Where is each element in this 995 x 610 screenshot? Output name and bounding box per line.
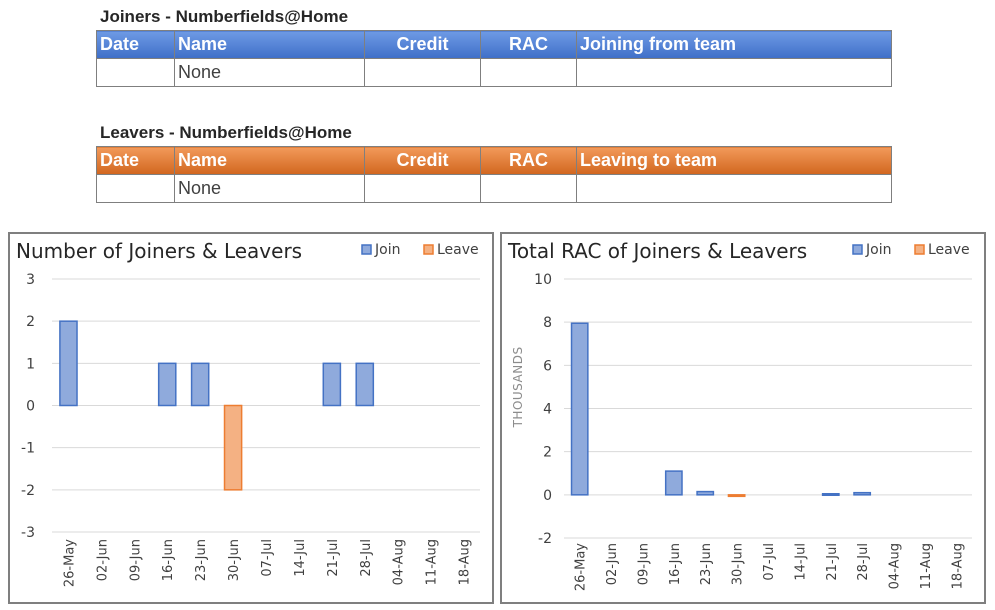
x-tick-label: 07-Jul bbox=[762, 543, 777, 581]
x-tick-label: 18-Aug bbox=[458, 539, 473, 585]
x-tick-label: 09-Jun bbox=[636, 543, 651, 585]
bar-join bbox=[190, 362, 210, 407]
x-tick-label: 21-Jul bbox=[825, 543, 840, 581]
x-tick-label: 23-Jun bbox=[699, 543, 714, 585]
bar-join bbox=[355, 362, 375, 407]
x-tick-label: 26-May bbox=[574, 543, 589, 591]
x-tick-label: 26-May bbox=[62, 539, 77, 587]
leavers-header-date: Date bbox=[96, 146, 175, 175]
x-tick-label: 18-Aug bbox=[950, 543, 965, 589]
x-tick-label: 16-Jun bbox=[668, 543, 683, 585]
chart-rac-title: Total RAC of Joiners & Leavers bbox=[507, 239, 807, 263]
x-tick-label: 09-Jun bbox=[128, 539, 143, 581]
leavers-title: Leavers - Numberfields@Home bbox=[100, 123, 352, 142]
y-tick-label: 0 bbox=[543, 488, 552, 504]
bar-join bbox=[853, 491, 872, 496]
leavers-header-team: Leaving to team bbox=[576, 146, 892, 175]
joiners-header-date: Date bbox=[96, 30, 175, 59]
bar-leave bbox=[727, 494, 746, 498]
joiners-header-name: Name bbox=[174, 30, 365, 59]
x-tick-label: 30-Jun bbox=[227, 539, 242, 581]
table-row: None bbox=[96, 174, 892, 203]
bar-join bbox=[570, 322, 589, 496]
y-tick-label: 8 bbox=[543, 315, 552, 331]
x-tick-label: 28-Jul bbox=[359, 539, 374, 577]
leavers-cell-team bbox=[576, 174, 892, 203]
leavers-header-rac: RAC bbox=[480, 146, 577, 175]
bar-join bbox=[821, 493, 840, 497]
chart-count-svg: Number of Joiners & Leavers Join Leave 3 2 1 0… bbox=[16, 239, 480, 587]
legend-swatch-join bbox=[361, 244, 372, 255]
leavers-header-row: Date Name Credit RAC Leaving to team bbox=[96, 146, 892, 175]
y-tick-label: 1 bbox=[26, 356, 35, 372]
joiners-table: Date Name Credit RAC Joining from team N… bbox=[96, 30, 892, 87]
y-tick-label: 2 bbox=[26, 314, 35, 330]
x-tick-label: 23-Jun bbox=[194, 539, 209, 581]
x-tick-label: 14-Jul bbox=[793, 543, 808, 581]
leavers-cell-credit bbox=[364, 174, 481, 203]
chart-joiners-leavers-rac: Total RAC of Joiners & Leavers Join Leave 1… bbox=[500, 232, 986, 604]
y-tick-label: 3 bbox=[26, 272, 35, 288]
y-tick-label: 2 bbox=[543, 445, 552, 461]
x-tick-label: 11-Aug bbox=[919, 543, 934, 589]
leavers-table: Date Name Credit RAC Leaving to team Non… bbox=[96, 146, 892, 203]
x-tick-label: 30-Jun bbox=[731, 543, 746, 585]
joiners-cell-team bbox=[576, 58, 892, 87]
leavers-header-name: Name bbox=[174, 146, 365, 175]
table-row: None bbox=[96, 58, 892, 87]
x-tick-label: 16-Jun bbox=[161, 539, 176, 581]
x-tick-label: 21-Jul bbox=[326, 539, 341, 577]
legend-label-leave: Leave bbox=[928, 242, 970, 258]
x-tick-label: 02-Jun bbox=[95, 539, 110, 581]
y-tick-label: -1 bbox=[21, 441, 35, 457]
bar-join bbox=[322, 362, 342, 407]
joiners-cell-name: None bbox=[174, 58, 365, 87]
legend-label-leave: Leave bbox=[437, 242, 479, 258]
bar-join bbox=[157, 362, 177, 407]
legend-label-join: Join bbox=[374, 242, 400, 258]
y-tick-label: 4 bbox=[543, 402, 552, 418]
y-tick-label: 6 bbox=[543, 358, 552, 374]
x-tick-label: 04-Aug bbox=[888, 543, 903, 589]
joiners-header-team: Joining from team bbox=[576, 30, 892, 59]
x-tick-label: 07-Jul bbox=[260, 539, 275, 577]
x-tick-label: 11-Aug bbox=[425, 539, 440, 585]
y-tick-label: 0 bbox=[26, 399, 35, 415]
legend-swatch-leave bbox=[423, 244, 434, 255]
x-tick-label: 14-Jul bbox=[293, 539, 308, 577]
joiners-header-rac: RAC bbox=[480, 30, 577, 59]
bar-leave bbox=[223, 404, 243, 491]
x-tick-label: 02-Jun bbox=[605, 543, 620, 585]
chart-joiners-leavers-count: Number of Joiners & Leavers Join Leave 3 2 1 0… bbox=[8, 232, 494, 604]
leavers-header-credit: Credit bbox=[364, 146, 481, 175]
x-tick-label: 04-Aug bbox=[392, 539, 407, 585]
y-tick-label: -3 bbox=[21, 525, 35, 541]
joiners-cell-credit bbox=[364, 58, 481, 87]
joiners-header-credit: Credit bbox=[364, 30, 481, 59]
bar-join bbox=[696, 490, 715, 496]
y-tick-label: -2 bbox=[21, 483, 35, 499]
legend-swatch-join bbox=[852, 244, 863, 255]
leavers-cell-name: None bbox=[174, 174, 365, 203]
bar-join bbox=[59, 320, 78, 407]
y-tick-label: 10 bbox=[534, 272, 552, 288]
chart-count-title: Number of Joiners & Leavers bbox=[16, 239, 302, 263]
leavers-cell-date bbox=[96, 174, 175, 203]
joiners-cell-date bbox=[96, 58, 175, 87]
chart-rac-svg: Total RAC of Joiners & Leavers Join Leave 1… bbox=[507, 239, 972, 591]
joiners-header-row: Date Name Credit RAC Joining from team bbox=[96, 30, 892, 59]
legend-swatch-leave bbox=[914, 244, 925, 255]
legend-label-join: Join bbox=[865, 242, 891, 258]
y-axis-label: THOUSANDS bbox=[511, 346, 525, 428]
bar-join bbox=[664, 470, 683, 496]
joiners-title: Joiners - Numberfields@Home bbox=[100, 7, 349, 26]
y-tick-label: -2 bbox=[538, 531, 552, 547]
joiners-cell-rac bbox=[480, 58, 577, 87]
x-tick-label: 28-Jul bbox=[856, 543, 871, 581]
leavers-cell-rac bbox=[480, 174, 577, 203]
